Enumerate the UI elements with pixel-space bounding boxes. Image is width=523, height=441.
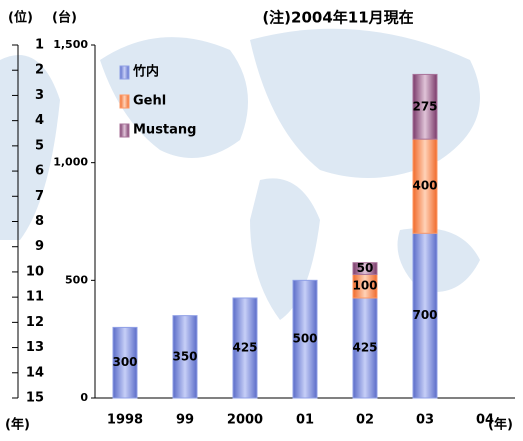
bar-segment (412, 232, 438, 399)
y2-axis-label: (位) (8, 10, 33, 26)
y2-tick-label: 6 (35, 164, 44, 179)
data-label: 275 (412, 99, 437, 113)
legend-label: Gehl (133, 94, 166, 109)
y2-tick-label: 15 (26, 391, 44, 406)
y2-tick-label: 11 (26, 290, 44, 305)
bar-segment (232, 297, 258, 399)
bar-segment (412, 138, 438, 234)
y2-tick-label: 5 (35, 138, 44, 153)
x-tick-label: 01 (296, 413, 314, 428)
data-label: 350 (172, 349, 197, 363)
x-tick-label: 04 (476, 413, 494, 428)
legend-swatch (119, 94, 130, 109)
y-axis-label: (台) (52, 10, 77, 26)
data-label: 300 (112, 355, 137, 369)
y2-tick-label: 4 (35, 113, 44, 128)
y2-tick-label: 1 (35, 38, 44, 53)
data-label: 500 (292, 332, 317, 346)
x-tick-label: 99 (176, 413, 194, 428)
data-label: 50 (357, 261, 374, 275)
y-tick-label: 1,500 (53, 38, 88, 51)
y-tick-label: 500 (65, 273, 88, 286)
legend-swatch (119, 65, 130, 80)
x-tick-label: 03 (416, 413, 434, 428)
data-label: 425 (232, 340, 257, 354)
x-tick-label: 1998 (107, 413, 143, 428)
bar-segment (352, 262, 378, 275)
y2-tick-label: 9 (35, 239, 44, 254)
y2-tick-label: 7 (35, 189, 44, 204)
data-label: 425 (352, 340, 377, 354)
data-label: 400 (412, 179, 437, 193)
legend-label: 竹内 (132, 64, 159, 80)
y2-tick-label: 3 (35, 88, 44, 103)
bar-segment (112, 326, 138, 399)
annotation: (年) (5, 417, 30, 433)
y2-tick-label: 12 (26, 315, 44, 330)
y2-tick-label: 10 (26, 264, 44, 279)
legend-label: Mustang (133, 123, 196, 138)
y2-tick-label: 14 (26, 365, 44, 380)
bar-segment (412, 73, 438, 140)
y-tick-label: 1,000 (53, 156, 88, 169)
y2-tick-label: 8 (35, 214, 44, 229)
bar-segment (292, 279, 318, 399)
y-tick-label: 0 (80, 391, 88, 404)
data-label: 100 (352, 279, 377, 293)
x-tick-label: 2000 (227, 413, 263, 428)
data-label: 700 (412, 308, 437, 322)
legend-swatch (119, 123, 130, 138)
bar-segment (172, 315, 198, 399)
x-tick-label: 02 (356, 413, 374, 428)
y2-tick-label: 2 (35, 63, 44, 78)
chart-title: (注)2004年11月現在 (262, 9, 413, 27)
x-axis-label: (年) (488, 417, 513, 433)
bar-segment (352, 297, 378, 399)
y2-tick-label: 13 (26, 340, 44, 355)
